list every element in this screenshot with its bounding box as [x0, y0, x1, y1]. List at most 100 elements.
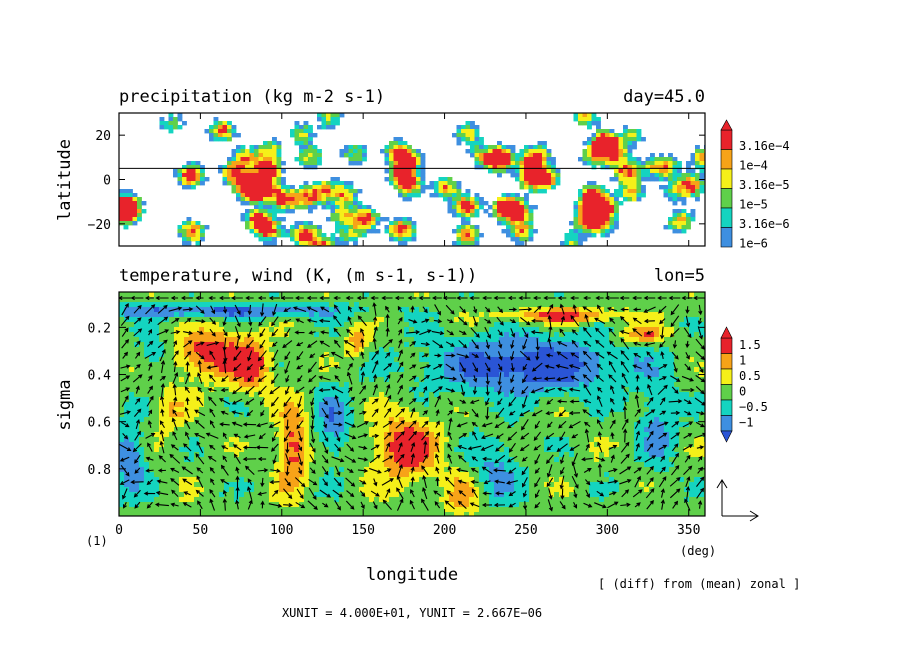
precip-cell — [128, 193, 133, 198]
temperature-cell — [119, 357, 125, 363]
precip-cell — [411, 225, 417, 230]
temperature-cell — [444, 337, 450, 343]
temperature-cell — [354, 362, 360, 368]
temperature-cell — [364, 387, 370, 393]
precip-cell — [591, 233, 597, 238]
precip-cell — [618, 169, 624, 174]
precip-cell — [461, 225, 466, 230]
temperature-cell — [369, 332, 375, 338]
temperature-cell — [664, 372, 670, 378]
precip-cell — [389, 141, 394, 146]
temperature-cell — [409, 397, 415, 403]
temperature-cell — [174, 327, 180, 333]
temperature-cell — [209, 312, 215, 318]
temperature-cell — [539, 307, 545, 313]
temperature-cell — [484, 317, 490, 323]
temperature-cell — [659, 292, 665, 298]
temperature-cell — [344, 312, 350, 318]
temperature-cell — [574, 337, 580, 343]
temperature-cell — [419, 357, 425, 363]
precip-cell — [483, 209, 489, 214]
temperature-cell — [669, 342, 675, 348]
precip-cell — [641, 165, 646, 170]
precip-cell — [245, 181, 250, 186]
precip-cell — [348, 213, 354, 218]
temperature-cell — [624, 357, 630, 363]
temperature-cell — [194, 307, 200, 313]
temperature-cell — [579, 332, 585, 338]
temperature-cell — [274, 412, 280, 418]
temperature-cell — [314, 387, 320, 393]
temperature-cell — [329, 397, 335, 403]
precip-cell — [177, 225, 183, 230]
temperature-cell — [204, 362, 210, 368]
temperature-cell — [514, 372, 520, 378]
temperature-cell — [294, 322, 300, 328]
precip-cell — [353, 157, 358, 162]
temperature-cell — [499, 352, 505, 358]
precip-cell — [600, 141, 606, 146]
temperature-cell — [194, 317, 200, 323]
temperature-cell — [139, 377, 145, 383]
precip-cell — [672, 173, 678, 178]
temperature-cell — [184, 417, 190, 423]
temperature-cell — [619, 387, 625, 393]
temperature-cell — [639, 407, 645, 413]
temperature-cell — [614, 307, 620, 313]
precip-cell — [605, 145, 610, 150]
precip-cell — [308, 189, 313, 194]
temperature-cell — [194, 407, 200, 413]
temperature-cell — [234, 377, 240, 383]
precip-cell — [272, 205, 277, 210]
temperature-cell — [369, 292, 375, 298]
temperature-cell — [419, 332, 425, 338]
temperature-cell — [494, 417, 500, 423]
temperature-cell — [224, 402, 230, 408]
temperature-cell — [359, 342, 365, 348]
precip-cell — [254, 205, 259, 210]
precip-cell — [605, 217, 610, 222]
temperature-cell — [479, 377, 485, 383]
precip-cell — [497, 197, 502, 202]
precip-cell — [177, 113, 183, 118]
temperature-cell — [474, 362, 480, 368]
precip-cell — [411, 153, 417, 158]
temperature-cell — [634, 417, 640, 423]
precip-cell — [353, 217, 358, 222]
temperature-cell — [519, 352, 525, 358]
precip-cell — [267, 177, 273, 182]
precip-cell — [519, 225, 525, 230]
temperature-cell — [404, 377, 410, 383]
temperature-cell — [209, 327, 215, 333]
temperature-cell — [364, 417, 370, 423]
temperature-cell — [359, 332, 365, 338]
precip-cell — [618, 201, 624, 206]
precip-cell — [348, 185, 354, 190]
temperature-cell — [214, 327, 220, 333]
precip-cell — [254, 185, 259, 190]
temperature-cell — [424, 412, 430, 418]
precip-cell — [573, 217, 579, 222]
precip-cell — [317, 233, 322, 238]
precip-cell — [200, 177, 205, 182]
precip-cell — [348, 193, 354, 198]
precip-cell — [312, 185, 318, 190]
precip-cell — [542, 165, 547, 170]
temperature-cell — [669, 337, 675, 343]
temperature-cell — [649, 312, 655, 318]
temperature-cell — [694, 382, 700, 388]
precip-cell — [344, 181, 349, 186]
temperature-cell — [459, 342, 465, 348]
temperature-cell — [699, 387, 705, 393]
temperature-cell — [274, 332, 280, 338]
temperature-cell — [254, 412, 260, 418]
precip-cell — [272, 161, 277, 166]
temperature-cell — [434, 342, 440, 348]
temperature-cell — [319, 297, 325, 303]
temperature-cell — [574, 357, 580, 363]
precip-cell — [137, 209, 142, 214]
temperature-cell — [389, 362, 395, 368]
precip-cell — [308, 225, 313, 230]
precip-cell — [681, 225, 687, 230]
temperature-cell — [424, 372, 430, 378]
